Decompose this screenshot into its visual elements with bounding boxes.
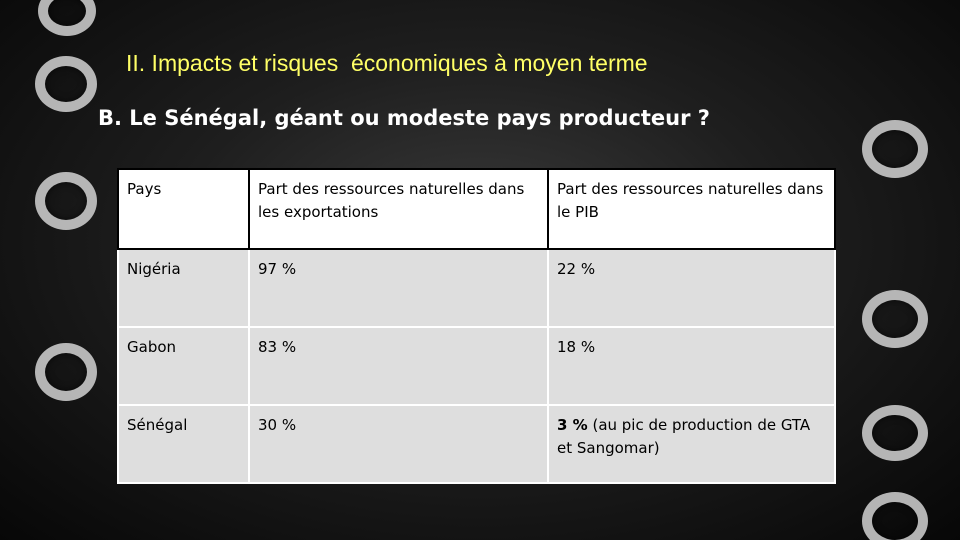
exports-cell: 83 %: [248, 326, 549, 406]
gdp-value: 22 %: [557, 260, 596, 278]
country-cell: Nigéria: [117, 248, 250, 328]
gdp-value: 18 %: [557, 338, 596, 356]
table-row: Nigéria 97 % 22 %: [117, 248, 836, 328]
header-country: Pays: [117, 168, 250, 250]
gdp-cell: 18 %: [547, 326, 836, 406]
decorative-ring: [35, 56, 97, 112]
table-header-row: Pays Part des ressources naturelles dans…: [117, 168, 836, 250]
gdp-note: (au pic de production de GTA et Sangomar…: [557, 416, 811, 458]
exports-cell: 30 %: [248, 404, 549, 484]
table-row: Gabon 83 % 18 %: [117, 326, 836, 406]
header-gdp-share: Part des ressources naturelles dans le P…: [547, 168, 836, 250]
header-exports-share: Part des ressources naturelles dans les …: [248, 168, 549, 250]
gdp-cell: 3 % (au pic de production de GTA et Sang…: [547, 404, 836, 484]
decorative-ring: [862, 290, 928, 348]
slide-title: B. Le Sénégal, géant ou modeste pays pro…: [98, 106, 710, 130]
decorative-ring: [862, 120, 928, 178]
comparison-table: Pays Part des ressources naturelles dans…: [117, 168, 836, 484]
table-row: Sénégal 30 % 3 % (au pic de production d…: [117, 404, 836, 484]
decorative-ring: [35, 172, 97, 230]
decorative-ring: [862, 405, 928, 461]
gdp-value: 3 %: [557, 416, 588, 434]
country-cell: Sénégal: [117, 404, 250, 484]
exports-cell: 97 %: [248, 248, 549, 328]
gdp-cell: 22 %: [547, 248, 836, 328]
country-cell: Gabon: [117, 326, 250, 406]
decorative-ring: [35, 343, 97, 401]
slide-kicker: II. Impacts et risques économiques à moy…: [126, 50, 648, 76]
decorative-ring: [38, 0, 96, 36]
decorative-ring: [862, 492, 928, 540]
